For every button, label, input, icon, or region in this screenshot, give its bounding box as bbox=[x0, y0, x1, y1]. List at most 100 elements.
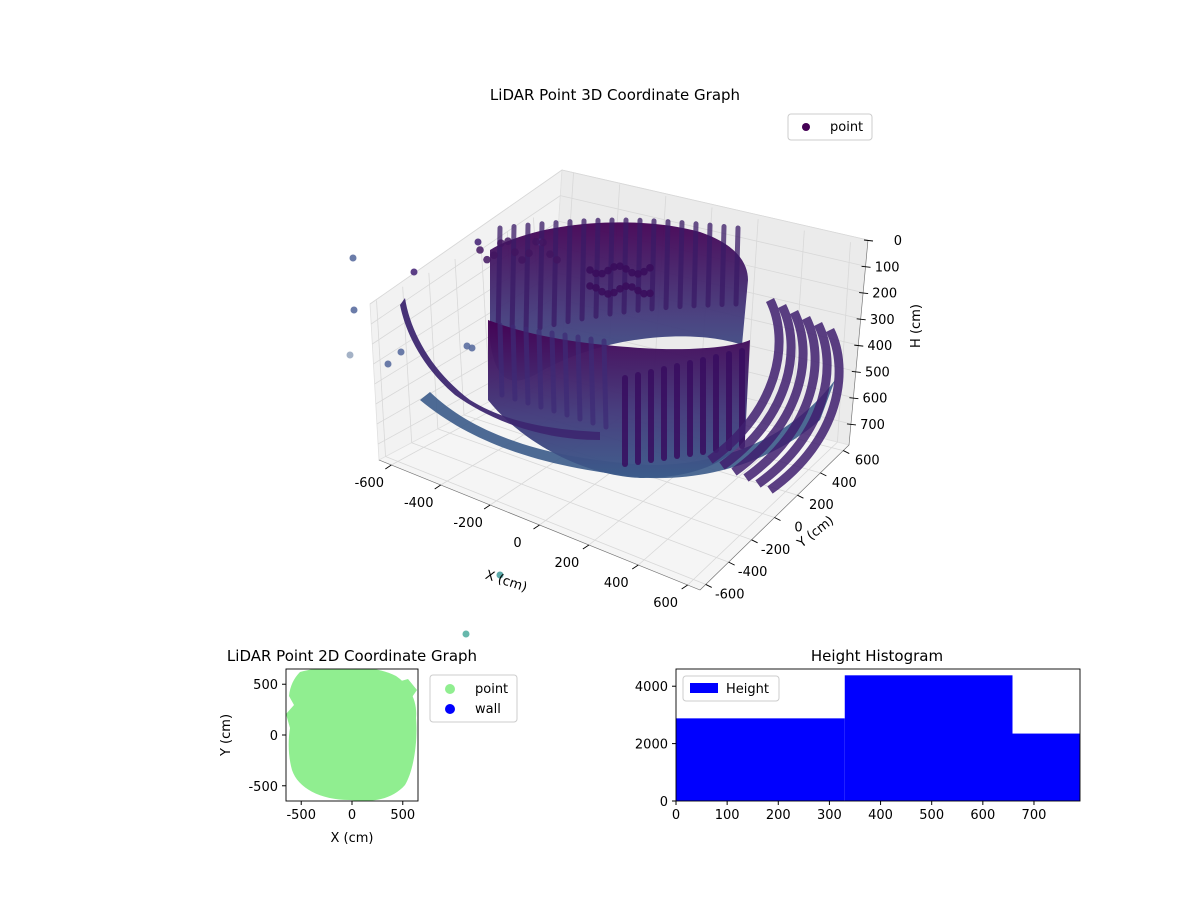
scan-rib-back bbox=[565, 219, 573, 325]
z-axis-line-3d bbox=[848, 239, 869, 446]
z-tick-label-3d: 400 bbox=[867, 339, 892, 354]
scan-rib-back bbox=[677, 220, 685, 310]
scan-rib-back bbox=[635, 217, 643, 313]
legend-2d-point-marker bbox=[445, 684, 455, 694]
histogram-bar bbox=[844, 675, 1013, 801]
y-tick-label-3d: -200 bbox=[761, 543, 791, 558]
scan-outlier bbox=[349, 254, 357, 262]
chart-2d: LiDAR Point 2D Coordinate Graph -500 0 500… bbox=[219, 647, 518, 846]
x-tick-3d bbox=[632, 564, 639, 570]
x-tick-label-3d: 600 bbox=[653, 596, 678, 611]
scan-top-point bbox=[586, 266, 594, 274]
z-tick-3d bbox=[861, 265, 871, 268]
x-tick-label-3d: -200 bbox=[453, 516, 483, 531]
z-tick-3d bbox=[849, 397, 859, 400]
scan-top-point bbox=[592, 269, 600, 278]
scan-top-point bbox=[622, 282, 630, 290]
scan-outlier bbox=[350, 306, 358, 314]
scan-rib-back bbox=[719, 224, 727, 308]
x-tick-3d bbox=[681, 584, 688, 590]
x-tick-3d bbox=[385, 464, 392, 470]
z-tick-label-3d: 200 bbox=[872, 287, 897, 302]
scan-rib-front-left bbox=[562, 332, 570, 418]
scan-rib-back bbox=[579, 218, 587, 322]
histogram-x-tick-label: 200 bbox=[766, 808, 791, 823]
histogram-y-tick-label: 2000 bbox=[635, 738, 668, 753]
legend-2d-point-label: point bbox=[475, 682, 508, 697]
histogram-bar bbox=[1012, 733, 1080, 801]
z-tick-label-3d: 300 bbox=[870, 313, 895, 328]
x-tick-3d bbox=[533, 524, 540, 530]
point-cloud-3d bbox=[346, 217, 844, 638]
grid-3d-y-line bbox=[411, 442, 729, 563]
histogram-x-tick-label: 500 bbox=[919, 808, 944, 823]
scan-arc-right bbox=[719, 303, 796, 470]
scan-top-point bbox=[518, 256, 526, 264]
legend-3d-point-label: point bbox=[830, 120, 863, 135]
legend-2d-wall-marker bbox=[445, 704, 455, 714]
scan-top-point bbox=[598, 269, 606, 278]
scan-top-point bbox=[628, 283, 636, 291]
scan-rib-front-left bbox=[601, 338, 609, 430]
axes-2d: -500 0 500 -500 0 500 bbox=[248, 678, 415, 823]
legend-histogram: Height bbox=[682, 675, 780, 702]
y-tick-3d bbox=[728, 561, 735, 566]
scan-rib-front-left bbox=[575, 334, 583, 422]
x-axis-label-2d: X (cm) bbox=[331, 831, 374, 846]
x-axis-line-3d bbox=[378, 459, 701, 591]
z-tick-label-3d: 700 bbox=[860, 418, 885, 433]
scan-top-point bbox=[628, 268, 636, 277]
scan-rib-front-left bbox=[497, 322, 505, 398]
scan-top-point bbox=[553, 256, 561, 264]
z-tick-label-3d: 100 bbox=[875, 260, 900, 275]
scan-top-point bbox=[598, 287, 606, 296]
x-axis-3d: -600 -400 -200 0 200 400 600 bbox=[355, 459, 701, 611]
scan-top-point bbox=[616, 285, 624, 293]
scan-top-point bbox=[616, 262, 624, 270]
grid-3d-z-line-left bbox=[369, 169, 563, 305]
scan-top-point bbox=[634, 270, 642, 278]
chart-histogram: Height Histogram 0 100 200 300 400 500 600 7000… bbox=[635, 647, 1081, 823]
y-tick-label-3d: 600 bbox=[855, 454, 880, 469]
scan-top-point bbox=[640, 267, 648, 276]
grid-3d-y-line bbox=[385, 456, 706, 585]
scan-outlier bbox=[397, 348, 405, 356]
y-tick-3d bbox=[774, 517, 781, 521]
histogram-bar bbox=[676, 718, 845, 801]
scan-top-point bbox=[604, 266, 612, 275]
scatter-2d-point-fringe bbox=[394, 679, 417, 700]
y-tick-label-3d: -400 bbox=[738, 565, 768, 580]
scan-top-point bbox=[646, 289, 654, 298]
scatter-2d-point-cloud bbox=[286, 669, 417, 801]
z-tick-3d bbox=[851, 370, 861, 373]
scan-rib-front-left bbox=[549, 330, 557, 414]
histogram-x-tick-label: 100 bbox=[715, 808, 740, 823]
scan-rib-front-left bbox=[588, 336, 596, 426]
z-axis-3d: 0 100 200 300 400 500 600 700 bbox=[846, 234, 902, 446]
x-tick-label-3d: 400 bbox=[604, 576, 629, 591]
y-tick-label-2d: 500 bbox=[253, 678, 278, 693]
histogram-x-tick-label: 0 bbox=[672, 808, 680, 823]
scan-outlier bbox=[496, 571, 504, 579]
scatter-2d-area bbox=[286, 669, 418, 801]
scan-top-point bbox=[546, 250, 554, 259]
histogram-x-tick-label: 600 bbox=[970, 808, 995, 823]
scan-arcs-right bbox=[707, 297, 844, 494]
legend-3d-point-marker bbox=[802, 123, 810, 131]
grid-3d-x-vertical bbox=[837, 242, 851, 443]
scan-arc-right bbox=[755, 321, 832, 488]
scan-top-point bbox=[604, 290, 612, 298]
scan-rib-back bbox=[551, 220, 559, 328]
grid-3d-y-line bbox=[437, 428, 752, 541]
y-tick-label-2d: 0 bbox=[270, 729, 278, 744]
scan-arc-right bbox=[767, 327, 844, 494]
histogram-axes: 0 100 200 300 400 500 600 700 0 2000 4000 bbox=[635, 680, 1046, 823]
scan-top-point bbox=[483, 255, 491, 264]
y-tick-label-3d: 0 bbox=[794, 521, 802, 536]
scan-top-point bbox=[476, 246, 484, 254]
x-tick-label-3d: 0 bbox=[513, 536, 521, 551]
legend-2d: point wall bbox=[429, 674, 518, 723]
z-tick-label-3d: 600 bbox=[863, 392, 888, 407]
scan-top-point bbox=[525, 249, 533, 257]
y-axis-3d: -600 -400 -2000 200 400 600 bbox=[699, 444, 880, 602]
